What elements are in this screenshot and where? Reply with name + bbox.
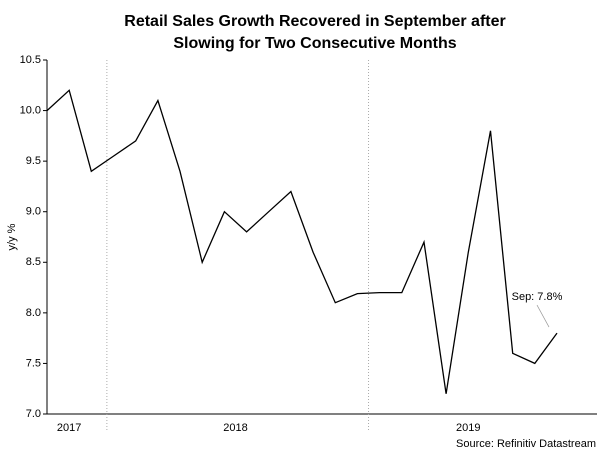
y-tick-label: 8.5 (26, 256, 41, 268)
y-tick-label: 7.5 (26, 357, 41, 369)
x-tick-label: 2018 (223, 422, 247, 434)
line (46, 89, 558, 394)
chart-title: Retail Sales Growth Recovered in Septemb… (124, 13, 505, 30)
y-tick-label: 7.0 (26, 408, 41, 420)
annotation: Sep: 7.8% (512, 291, 563, 303)
source: Source: Refinitiv Datastream (456, 438, 596, 450)
y-tick-label: 10.5 (20, 54, 41, 66)
y-tick-label: 9.0 (26, 206, 41, 218)
y-axis-label: y/y % (6, 223, 18, 250)
annotation-leader (536, 304, 550, 328)
y-tick-label: 9.5 (26, 155, 41, 167)
chart-title: Slowing for Two Consecutive Months (173, 35, 456, 52)
x-tick-label: 2017 (57, 422, 81, 434)
x-tick-label: 2019 (456, 422, 480, 434)
y-tick-label: 10.0 (20, 104, 41, 116)
y-tick-label: 8.0 (26, 307, 41, 319)
